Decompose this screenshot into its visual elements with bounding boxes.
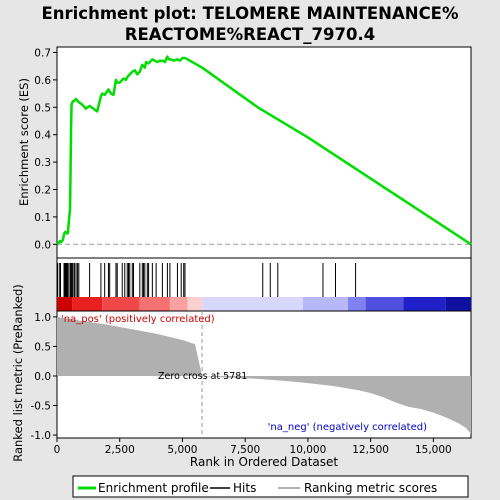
es-y-axis-label: Enrichment score (ES) [17, 78, 31, 206]
rank-bar-segment [140, 297, 170, 311]
x-tick-label: 12,500 [352, 444, 389, 456]
es-y-tick-label: 0.5 [34, 102, 51, 114]
zero-cross-label: Zero cross at 5781 [158, 371, 247, 382]
chart-title-line-1: Enrichment plot: TELOMERE MAINTENANCE% [42, 4, 459, 23]
es-y-tick-label: 0.7 [34, 47, 51, 59]
rank-bar-segment [202, 297, 303, 311]
rank-bar-segment [446, 297, 471, 311]
hits-panel [57, 258, 471, 311]
es-y-tick-label: 0.2 [34, 184, 51, 196]
rank-bar-segment [187, 297, 202, 311]
es-y-tick-label: 0.1 [34, 212, 51, 224]
rank-bar-segment [403, 297, 446, 311]
ranked-metric-panel: 1.0 0.5 0.0 -0.5 -1.0 Zero cross at 5781 'na_p… [31, 311, 472, 442]
es-y-tick-label: 0.3 [34, 157, 51, 169]
rank-bar-segment [72, 297, 102, 311]
x-axis: 0 2,500 5,000 7,500 10,000 12,500 15,000 [54, 438, 452, 456]
x-tick-label: 2,500 [105, 444, 135, 456]
enrichment-score-panel: 0.0 0.1 0.2 0.3 0.4 0.5 0.6 0.7 [34, 47, 471, 258]
chart-title-line-2: REACTOME%REACT_7970.4 [125, 25, 375, 44]
rank-bar-segment [102, 297, 140, 311]
x-tick-label: 0 [54, 444, 61, 456]
negative-correlation-label: 'na_neg' (negatively correlated) [268, 422, 427, 433]
metric-y-tick-label: 0.0 [34, 371, 51, 383]
legend-enrichment-label: Enrichment profile [98, 481, 209, 495]
positive-correlation-label: 'na_pos' (positively correlated) [61, 314, 215, 325]
es-y-tick-label: 0.4 [34, 130, 51, 142]
metric-y-tick-label: 1.0 [34, 312, 51, 324]
metric-y-tick-label: -0.5 [31, 401, 52, 413]
metric-y-axis-label: Ranked list metric (PreRanked) [11, 284, 25, 462]
es-y-tick-label: 0.0 [34, 239, 51, 251]
chart-legend: Enrichment profile Hits Ranking metric s… [73, 476, 468, 497]
rank-bar-segment [170, 297, 188, 311]
legend-hits-label: Hits [233, 481, 256, 495]
x-axis-label: Rank in Ordered Dataset [190, 455, 338, 469]
metric-y-tick-label: 0.5 [34, 341, 51, 353]
rank-bar-segment [303, 297, 348, 311]
rank-bar-segment [348, 297, 366, 311]
rank-bar-segment [366, 297, 404, 311]
metric-y-tick-label: -1.0 [31, 430, 52, 442]
es-plot-frame [57, 47, 471, 258]
es-y-tick-label: 0.6 [34, 75, 51, 87]
x-tick-label: 15,000 [415, 444, 452, 456]
legend-metric-label: Ranking metric scores [304, 481, 437, 495]
rank-bar-segment [57, 297, 72, 311]
